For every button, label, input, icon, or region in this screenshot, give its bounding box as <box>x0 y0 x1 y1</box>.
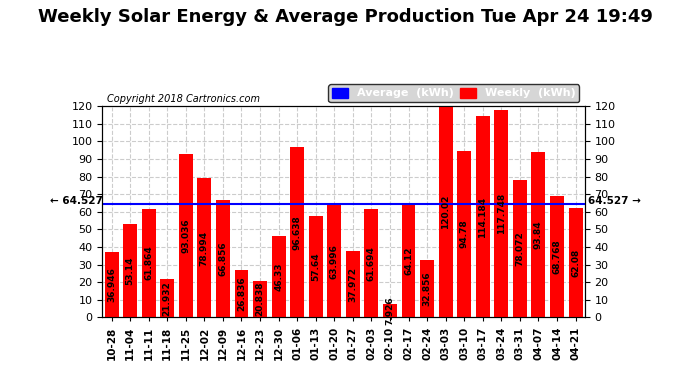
Text: 114.184: 114.184 <box>478 196 487 237</box>
Text: 78.994: 78.994 <box>200 230 209 266</box>
Text: 120.02: 120.02 <box>441 195 450 229</box>
Text: ← 64.527: ← 64.527 <box>50 196 102 206</box>
Text: 64.12: 64.12 <box>404 247 413 275</box>
Text: 93.036: 93.036 <box>181 218 190 253</box>
Bar <box>439 106 453 318</box>
Text: 93.84: 93.84 <box>534 220 543 249</box>
Text: 117.748: 117.748 <box>497 193 506 234</box>
Bar <box>160 279 174 318</box>
Bar <box>494 110 509 318</box>
Text: 37.972: 37.972 <box>348 267 357 302</box>
Text: 96.638: 96.638 <box>293 215 302 250</box>
Text: 66.856: 66.856 <box>219 242 228 276</box>
Bar <box>402 205 415 318</box>
Text: 57.64: 57.64 <box>311 252 320 281</box>
Bar <box>123 224 137 318</box>
Bar <box>513 180 527 318</box>
Text: Weekly Solar Energy & Average Production Tue Apr 24 19:49: Weekly Solar Energy & Average Production… <box>37 8 653 26</box>
Bar <box>179 154 193 318</box>
Bar <box>327 205 342 318</box>
Text: 78.072: 78.072 <box>515 231 524 266</box>
Text: 21.932: 21.932 <box>163 281 172 315</box>
Bar <box>141 209 156 318</box>
Bar <box>531 152 545 318</box>
Text: 94.78: 94.78 <box>460 220 469 248</box>
Text: 32.856: 32.856 <box>422 271 431 306</box>
Bar <box>216 200 230 318</box>
Bar <box>235 270 248 318</box>
Text: 63.996: 63.996 <box>330 244 339 279</box>
Bar <box>253 281 267 318</box>
Text: 26.836: 26.836 <box>237 276 246 311</box>
Bar <box>420 260 434 318</box>
Bar <box>346 251 359 318</box>
Bar <box>569 208 582 318</box>
Text: 20.838: 20.838 <box>255 282 264 316</box>
Text: 7.926: 7.926 <box>386 296 395 325</box>
Bar <box>197 178 211 318</box>
Text: 61.694: 61.694 <box>367 246 376 280</box>
Bar <box>105 252 119 318</box>
Text: 46.33: 46.33 <box>274 262 283 291</box>
Text: 64.527 →: 64.527 → <box>588 196 640 206</box>
Text: 61.864: 61.864 <box>144 246 153 280</box>
Text: 62.08: 62.08 <box>571 249 580 277</box>
Legend: Average  (kWh), Weekly  (kWh): Average (kWh), Weekly (kWh) <box>328 84 580 102</box>
Bar <box>550 196 564 318</box>
Bar <box>383 303 397 318</box>
Bar <box>290 147 304 318</box>
Bar <box>272 236 286 318</box>
Bar <box>364 209 378 318</box>
Text: 36.946: 36.946 <box>107 267 116 302</box>
Text: Copyright 2018 Cartronics.com: Copyright 2018 Cartronics.com <box>107 93 260 104</box>
Text: 68.768: 68.768 <box>553 240 562 274</box>
Text: 53.14: 53.14 <box>126 256 135 285</box>
Bar <box>457 151 471 318</box>
Bar <box>308 216 323 318</box>
Bar <box>476 117 490 318</box>
